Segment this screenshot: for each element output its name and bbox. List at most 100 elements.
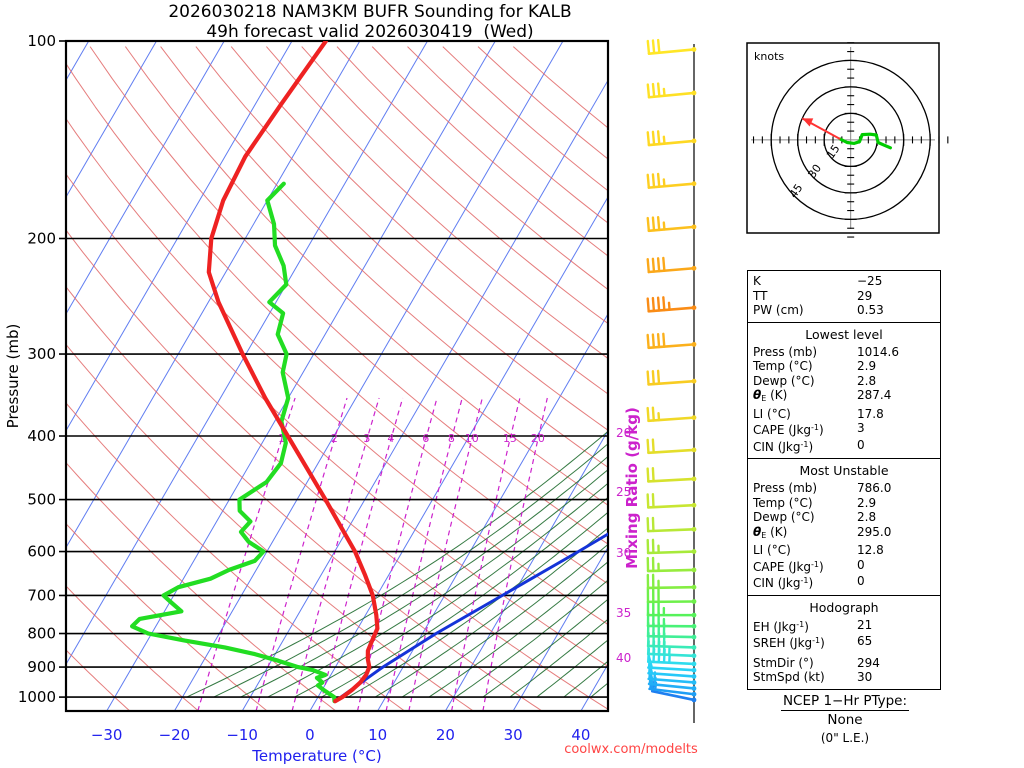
moist-adiabat-line: [374, 527, 608, 698]
barb-full-10kt: [656, 257, 661, 273]
index-value: 0: [857, 557, 865, 572]
index-label: EH (Jkg-1): [753, 619, 809, 634]
index-value: 21: [857, 617, 873, 632]
parcel-trace: [333, 532, 608, 703]
barb-station-dot: [691, 138, 697, 144]
profile-traces: [130, 41, 608, 704]
barb-stem: [647, 416, 696, 423]
barb-station-dot: [691, 697, 697, 703]
right-axis-label: 30: [616, 546, 631, 560]
barb-station-dot: [691, 341, 697, 347]
barb-half-5kt: [662, 221, 666, 231]
moist-adiabat-line: [509, 618, 608, 698]
barb-stem: [647, 477, 696, 483]
index-value: 0.53: [857, 303, 884, 317]
barb-station-dot: [691, 645, 697, 650]
moist-adiabat-line: [401, 543, 608, 698]
moist-adiabat-line: [186, 430, 608, 698]
index-label: θE (K): [753, 388, 788, 403]
barb-stem: [646, 652, 696, 658]
hodograph-trace: [838, 132, 892, 150]
index-value: 2.8: [857, 510, 877, 524]
temperature-tick-label: 0: [305, 726, 315, 744]
temperature-trace: [206, 41, 380, 704]
index-row: TT 29: [748, 289, 940, 304]
barb-station-dot: [691, 415, 697, 421]
barb-stem: [647, 671, 696, 678]
index-value: 0: [857, 574, 865, 588]
index-value: 0: [857, 437, 865, 452]
index-value: 65: [857, 634, 873, 648]
barb-stem: [647, 379, 696, 386]
barb-station-dot: [691, 476, 697, 482]
index-row: CAPE (Jkg-1) 3: [748, 421, 940, 438]
barb-full-10kt: [656, 82, 661, 98]
barb-full-10kt: [656, 332, 661, 349]
barb-station-dot: [691, 526, 697, 532]
temperature-tick-label: 20: [436, 726, 455, 744]
mixing-ratio-label: 8: [448, 432, 455, 445]
ptype-header: NCEP 1−Hr PType:: [780, 693, 910, 711]
temperature-tick-label: −20: [159, 726, 191, 744]
barb-station-dot: [691, 691, 697, 697]
barb-stem: [647, 266, 696, 274]
dry-adiabat-line: [160, 46, 608, 468]
barb-station-dot: [691, 612, 697, 618]
wind-barb: [646, 130, 697, 147]
index-label: LI (°C): [753, 406, 791, 421]
temperature-tick-label: −30: [91, 726, 123, 744]
temperature-tick-label: 40: [571, 726, 590, 744]
mixing-ratio-axis-title: Mixing Ratio (g/kg): [623, 407, 641, 569]
barb-full-10kt: [651, 296, 656, 313]
index-value: 12.8: [857, 543, 884, 557]
most-unstable-header: Most Unstable: [799, 463, 889, 478]
index-value: 2.9: [857, 495, 877, 510]
mixing-ratio-label: 10: [465, 432, 479, 445]
barb-stem: [647, 666, 696, 672]
barb-stem: [646, 568, 696, 573]
barb-stem: [646, 634, 696, 639]
credit-watermark: coolwx.com/modelts: [564, 742, 698, 757]
index-label: Temp (°C): [753, 359, 813, 373]
isotherm-line: [377, 312, 608, 711]
barb-stem: [646, 644, 696, 649]
barb-full-10kt: [646, 493, 650, 509]
wind-barb: [646, 172, 697, 189]
barb-full-10kt: [651, 467, 655, 483]
moist-adiabat-line: [482, 598, 608, 698]
pressure-tick-label: 400: [27, 427, 56, 445]
barb-station-dot: [691, 680, 697, 685]
index-row: θE (K) 287.4: [748, 388, 940, 407]
index-row: Temp (°C) 2.9: [748, 359, 940, 374]
hodograph-ring: [770, 59, 931, 221]
mixing-ratio-label: 15: [503, 432, 517, 445]
barb-stem: [647, 182, 696, 189]
barb-station-dot: [691, 265, 697, 271]
index-label: SREH (Jkg-1): [753, 636, 825, 650]
barb-full-10kt: [646, 173, 651, 189]
dry-adiabat-line: [124, 46, 608, 506]
storm-motion-arrowhead: [802, 118, 814, 127]
indices-top-section: K −25 TT 29 PW (cm) 0.53: [748, 271, 940, 323]
barb-full-10kt: [651, 82, 656, 98]
right-axis-label: 20: [616, 426, 631, 440]
barb-full-10kt: [656, 130, 661, 146]
index-value: 786.0: [857, 481, 892, 495]
index-value: 3: [857, 421, 865, 435]
mixing-ratio-label: 1: [278, 432, 285, 445]
index-row: LI (°C) 12.8: [748, 543, 940, 558]
index-value: 29: [857, 288, 873, 303]
barb-station-dot: [691, 584, 697, 590]
dry-adiabat-line: [266, 46, 608, 360]
barb-full-10kt: [646, 406, 650, 423]
index-row: StmSpd (kt) 30: [748, 670, 940, 685]
chart-title: 2026030218 NAM3KM BUFR Sounding for KALB…: [0, 2, 740, 42]
wind-barb: [646, 516, 697, 533]
pressure-tick-label: 900: [27, 658, 56, 676]
index-value: 294: [857, 655, 880, 670]
barb-station-dot: [691, 90, 697, 96]
barb-station-dot: [691, 599, 697, 604]
barb-stem: [648, 687, 696, 696]
moist-adiabat-line: [294, 482, 608, 698]
dry-adiabat-line: [66, 62, 608, 585]
